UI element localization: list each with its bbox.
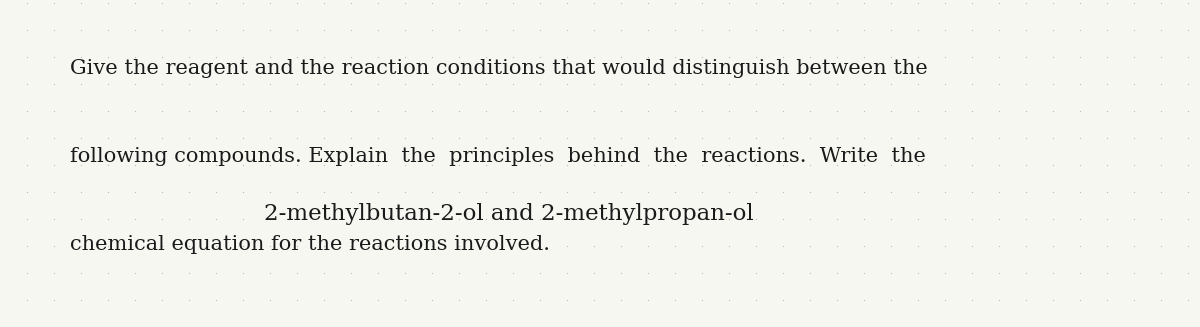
Text: following compounds. Explain  the  principles  behind  the  reactions.  Write  t: following compounds. Explain the princip… [70,147,925,166]
Text: chemical equation for the reactions involved.: chemical equation for the reactions invo… [70,235,550,254]
Text: Give the reagent and the reaction conditions that would distinguish between the: Give the reagent and the reaction condit… [70,59,928,78]
Text: 2-methylbutan-2-ol and 2-methylpropan-ol: 2-methylbutan-2-ol and 2-methylpropan-ol [264,203,754,225]
